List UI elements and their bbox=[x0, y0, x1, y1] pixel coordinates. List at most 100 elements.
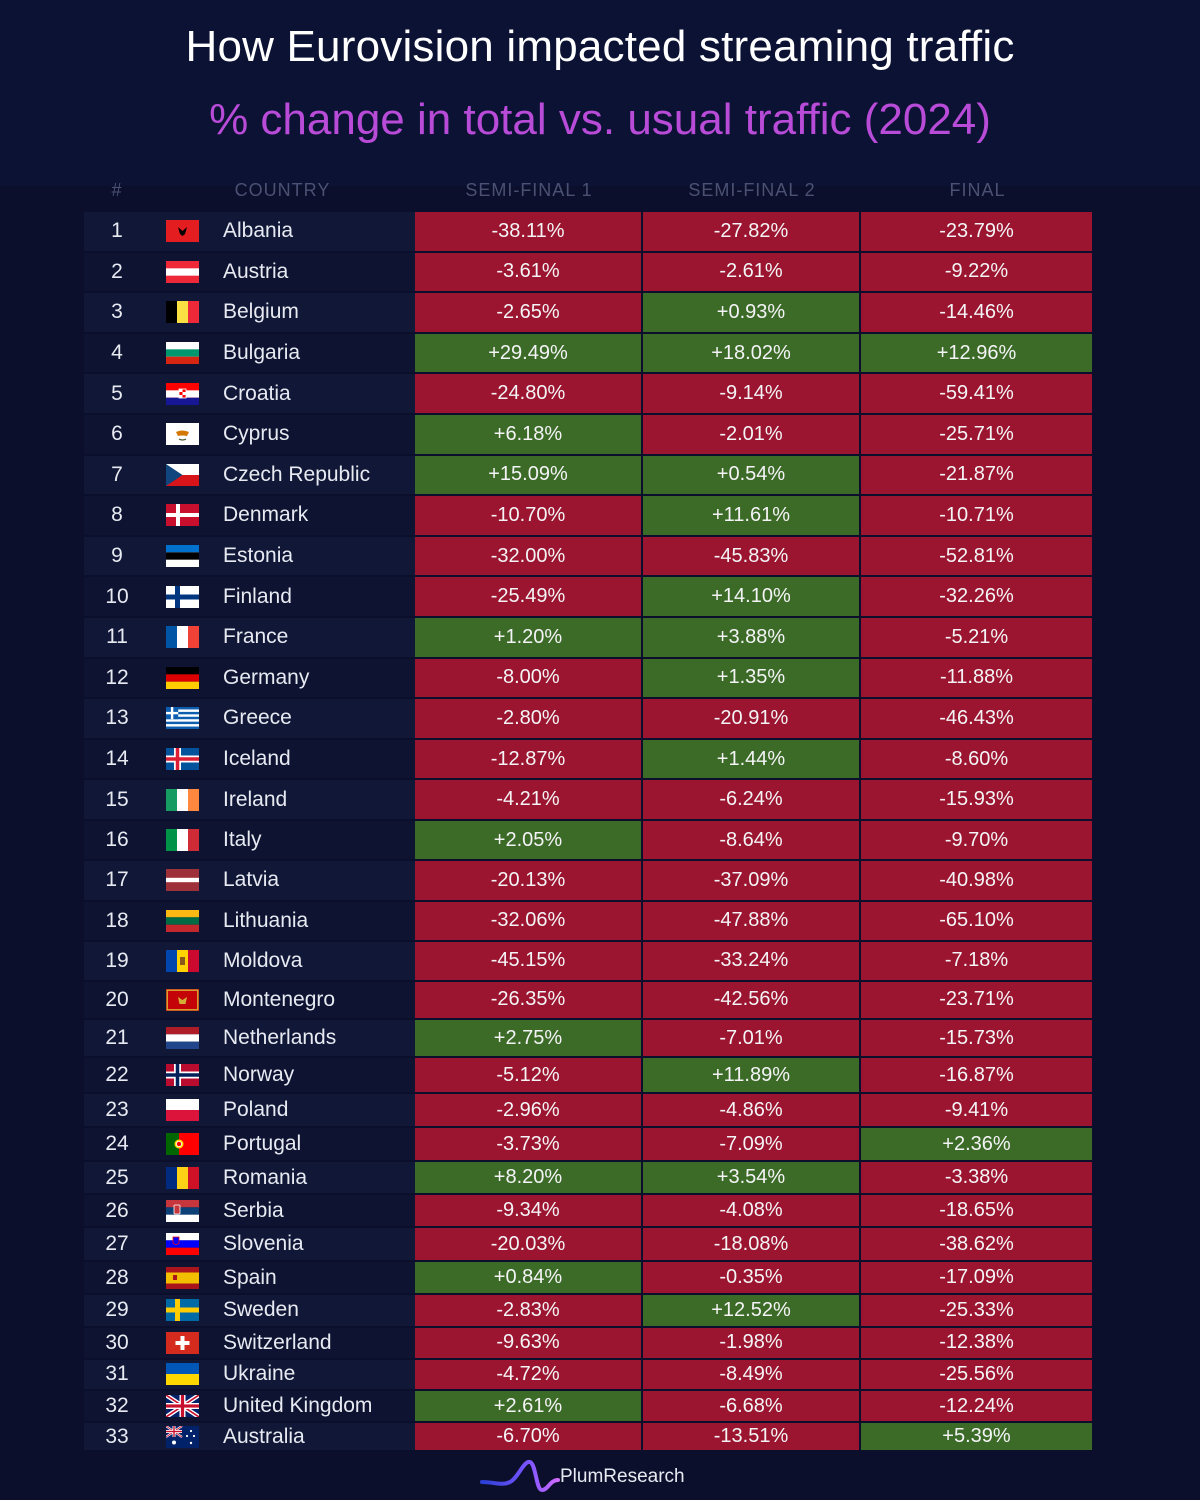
semi-final-2-value: -37.09% bbox=[643, 861, 861, 900]
semi-final-1-value: -12.87% bbox=[415, 739, 643, 779]
rank-cell: 15 bbox=[84, 780, 150, 819]
final-value: -14.46% bbox=[861, 293, 1094, 332]
final-value: -25.33% bbox=[861, 1295, 1094, 1326]
semi-final-2-value: +3.54% bbox=[643, 1162, 861, 1194]
semi-final-2-value: -2.01% bbox=[643, 415, 861, 454]
semi-final-2-value: +11.61% bbox=[643, 496, 861, 535]
rank-cell: 27 bbox=[84, 1228, 150, 1260]
table-row: 19 Moldova -45.15% -33.24% -7.18% bbox=[84, 941, 1094, 980]
rank-cell: 30 bbox=[84, 1327, 150, 1358]
table-row: 28 Spain +0.84% -0.35% -17.09% bbox=[84, 1262, 1094, 1294]
country-name: Czech Republic bbox=[223, 462, 371, 486]
semi-final-1-value: -3.61% bbox=[415, 252, 643, 292]
rank-cell: 31 bbox=[84, 1359, 150, 1390]
country-cell: Belgium bbox=[150, 293, 415, 332]
latvia-flag-icon bbox=[166, 869, 199, 892]
table-row: 4 Bulgaria +29.49% +18.02% +12.96% bbox=[84, 333, 1094, 373]
final-value: -40.98% bbox=[861, 861, 1094, 900]
country-name: Croatia bbox=[223, 381, 291, 405]
semi-final-2-value: -8.64% bbox=[643, 821, 861, 860]
bulgaria-flag-icon bbox=[166, 342, 199, 365]
table-row: 29 Sweden -2.83% +12.52% -25.33% bbox=[84, 1295, 1094, 1326]
country-name: United Kingdom bbox=[223, 1394, 373, 1418]
country-cell: Cyprus bbox=[150, 415, 415, 454]
country-name: Australia bbox=[223, 1424, 305, 1448]
country-cell: Poland bbox=[150, 1094, 415, 1127]
semi-final-1-value: -4.21% bbox=[415, 780, 643, 819]
final-value: -15.73% bbox=[861, 1020, 1094, 1057]
table-row: 5 Croatia -24.80% -9.14% -59.41% bbox=[84, 374, 1094, 413]
country-cell: Portugal bbox=[150, 1128, 415, 1161]
semi-final-2-value: +0.93% bbox=[643, 293, 861, 332]
final-value: -5.21% bbox=[861, 618, 1094, 657]
country-cell: Netherlands bbox=[150, 1020, 415, 1057]
rank-cell: 7 bbox=[84, 455, 150, 495]
germany-flag-icon bbox=[166, 666, 199, 689]
greece-flag-icon bbox=[166, 707, 199, 730]
semi-final-2-value: +14.10% bbox=[643, 577, 861, 616]
semi-final-2-value: -18.08% bbox=[643, 1228, 861, 1260]
country-cell: Montenegro bbox=[150, 981, 415, 1019]
semi-final-1-value: +2.05% bbox=[415, 821, 643, 860]
table-row: 16 Italy +2.05% -8.64% -9.70% bbox=[84, 821, 1094, 860]
country-name: Iceland bbox=[223, 747, 291, 771]
table-row: 27 Slovenia -20.03% -18.08% -38.62% bbox=[84, 1228, 1094, 1260]
country-cell: Croatia bbox=[150, 374, 415, 413]
semi-final-2-value: -47.88% bbox=[643, 901, 861, 940]
table-row: 1 Albania -38.11% -27.82% -23.79% bbox=[84, 212, 1094, 251]
semi-final-2-value: -4.86% bbox=[643, 1094, 861, 1127]
semi-final-2-value: -7.09% bbox=[643, 1128, 861, 1161]
final-value: -12.24% bbox=[861, 1391, 1094, 1421]
rank-cell: 2 bbox=[84, 252, 150, 292]
rank-cell: 9 bbox=[84, 536, 150, 576]
chart-title: How Eurovision impacted streaming traffi… bbox=[185, 22, 1015, 71]
country-name: Romania bbox=[223, 1165, 308, 1189]
semi-final-1-value: -25.49% bbox=[415, 577, 643, 616]
final-value: -16.87% bbox=[861, 1058, 1094, 1093]
column-header-semi-final-2: SEMI-FINAL 2 bbox=[688, 180, 816, 200]
country-name: Montenegro bbox=[223, 987, 336, 1011]
semi-final-2-value: +12.52% bbox=[643, 1295, 861, 1326]
table-row: 20 Montenegro -26.35% -42.56% -23.71% bbox=[84, 981, 1094, 1019]
table-row: 13 Greece -2.80% -20.91% -46.43% bbox=[84, 699, 1094, 738]
country-name: Italy bbox=[223, 828, 262, 852]
table-row: 21 Netherlands +2.75% -7.01% -15.73% bbox=[84, 1020, 1094, 1057]
country-cell: United Kingdom bbox=[150, 1391, 415, 1421]
final-value: -10.71% bbox=[861, 496, 1094, 535]
semi-final-2-value: +11.89% bbox=[643, 1058, 861, 1093]
country-cell: Czech Republic bbox=[150, 455, 415, 495]
country-name: Lithuania bbox=[223, 908, 309, 932]
rank-cell: 4 bbox=[84, 333, 150, 373]
denmark-flag-icon bbox=[166, 504, 199, 527]
montenegro-flag-icon bbox=[166, 988, 199, 1011]
romania-flag-icon bbox=[166, 1166, 199, 1189]
table-row: 32 United Kingdom +2.61% -6.68% -12.24% bbox=[84, 1391, 1094, 1421]
country-name: Moldova bbox=[223, 948, 303, 972]
country-cell: Romania bbox=[150, 1162, 415, 1194]
semi-final-1-value: -32.06% bbox=[415, 901, 643, 940]
table-row: 8 Denmark -10.70% +11.61% -10.71% bbox=[84, 496, 1094, 535]
final-value: +2.36% bbox=[861, 1128, 1094, 1161]
plum-wave-logo-icon bbox=[480, 1459, 560, 1493]
final-value: -32.26% bbox=[861, 577, 1094, 616]
table-row: 2 Austria -3.61% -2.61% -9.22% bbox=[84, 252, 1094, 292]
semi-final-1-value: -2.96% bbox=[415, 1094, 643, 1127]
semi-final-2-value: -8.49% bbox=[643, 1359, 861, 1390]
semi-final-2-value: +18.02% bbox=[643, 333, 861, 373]
rank-cell: 19 bbox=[84, 941, 150, 980]
rank-cell: 17 bbox=[84, 861, 150, 900]
semi-final-2-value: -7.01% bbox=[643, 1020, 861, 1057]
semi-final-1-value: -24.80% bbox=[415, 374, 643, 413]
ukraine-flag-icon bbox=[166, 1363, 199, 1386]
finland-flag-icon bbox=[166, 585, 199, 608]
country-name: Poland bbox=[223, 1098, 289, 1122]
cyprus-flag-icon bbox=[166, 423, 199, 446]
final-value: -8.60% bbox=[861, 739, 1094, 779]
country-cell: Switzerland bbox=[150, 1327, 415, 1358]
semi-final-2-value: -33.24% bbox=[643, 941, 861, 980]
final-value: -12.38% bbox=[861, 1327, 1094, 1358]
serbia-flag-icon bbox=[166, 1199, 199, 1222]
semi-final-1-value: +6.18% bbox=[415, 415, 643, 454]
country-name: Estonia bbox=[223, 544, 294, 568]
semi-final-1-value: +8.20% bbox=[415, 1162, 643, 1194]
